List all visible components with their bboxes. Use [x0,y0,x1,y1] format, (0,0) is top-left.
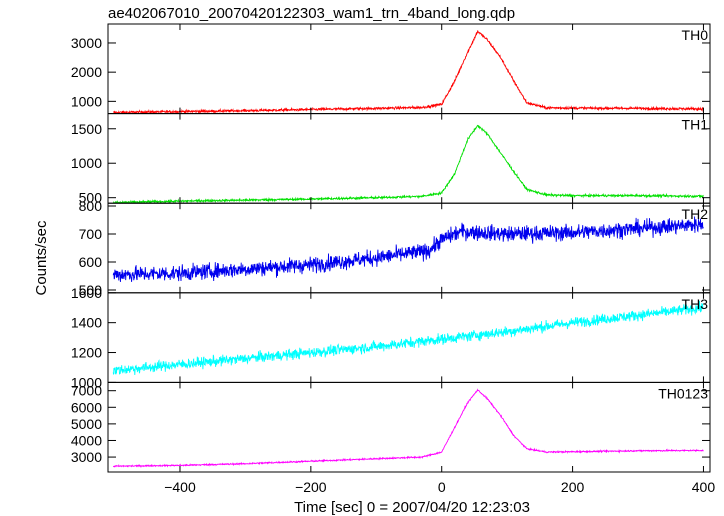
y-tick-label: 4000 [71,432,102,448]
series-line-th3 [112,300,704,376]
series-line-th0123 [112,388,704,468]
x-tick-label: −400 [164,479,196,495]
x-tick-label: 0 [438,479,446,495]
panel-th3: 1000 1200 1400 1600 TH3 [71,285,711,390]
x-tick-label: 400 [692,479,716,495]
x-axis: −400 −200 0 200 400 [164,479,715,495]
y-axis-label: Counts/sec [33,220,50,296]
panel-label: TH1 [682,117,709,133]
panels: 1000 2000 3000 TH0 500 1000 1500 TH1 500 600 700 80… [71,23,711,473]
y-tick-label: 2000 [71,64,102,80]
series-line-th1 [113,124,704,204]
panel-frame [107,381,711,473]
y-tick-label: 1600 [71,285,102,301]
panel-th0: 1000 2000 3000 TH0 [71,23,711,115]
y-tick-label: 6000 [71,399,102,415]
y-tick-label: 1400 [71,315,102,331]
y-tick-label: 5000 [71,416,102,432]
y-tick-label: 500 [79,190,103,206]
panel-frame [107,292,711,383]
y-tick-label: 700 [79,226,103,242]
series-line-th0 [112,30,704,114]
y-tick-label: 7000 [71,383,102,399]
y-tick-label: 1000 [71,155,102,171]
x-axis-label: Time [sec] 0 = 2007/04/20 12:23:03 [294,499,530,516]
x-tick-label: −200 [295,479,327,495]
panel-th2: 500 600 700 800 TH2 [79,198,711,298]
panel-frame [107,113,711,204]
y-tick-label: 600 [79,254,103,270]
panel-label: TH0123 [658,385,708,401]
panel-label: TH0 [682,27,709,43]
y-tick-label: 3000 [71,449,102,465]
panel-frame [107,23,711,115]
y-tick-label: 1500 [71,121,102,137]
y-tick-label: 1000 [71,374,102,390]
y-tick-label: 1000 [71,93,102,109]
y-tick-label: 500 [79,282,103,298]
panel-label: TH2 [682,206,709,222]
y-tick-label: 800 [79,198,103,214]
y-tick-label: 1200 [71,345,102,361]
y-tick-label: 3000 [71,35,102,51]
x-tick-label: 200 [561,479,585,495]
series-line-th2 [112,216,704,283]
panel-label: TH3 [682,296,709,312]
chart-title: ae402067010_20070420122303_wam1_trn_4ban… [108,5,515,22]
panel-th1: 500 1000 1500 TH1 [71,113,711,206]
